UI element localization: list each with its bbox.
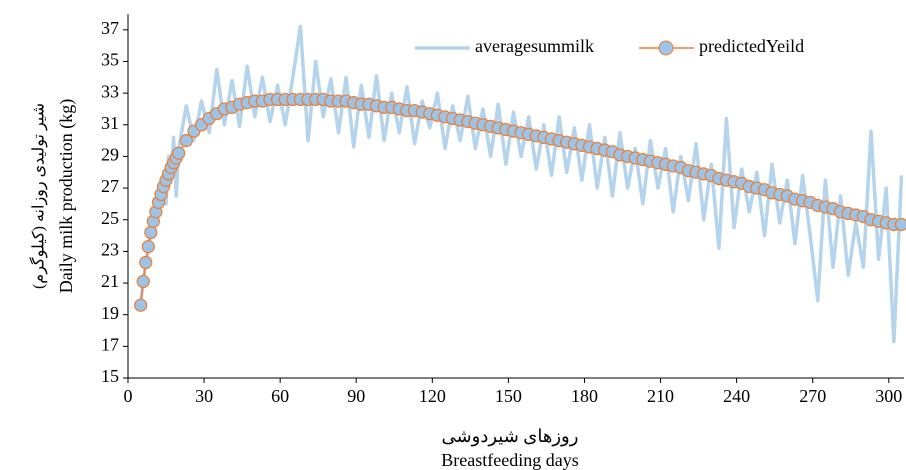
x-tick-label: 210	[647, 386, 674, 406]
data-point	[172, 146, 186, 160]
legend-label: predictedYeild	[699, 36, 804, 56]
legend-label: averagesummilk	[475, 36, 594, 56]
x-tick-label: 240	[723, 386, 750, 406]
data-point	[136, 274, 150, 289]
y-tick-label: 23	[101, 240, 119, 260]
x-tick-label: 180	[571, 386, 598, 406]
y-tick-label: 27	[101, 176, 119, 196]
data-point	[134, 298, 148, 312]
data-point	[139, 255, 153, 270]
x-tick-label: 0	[124, 386, 133, 406]
legend: averagesummilk predictedYeild	[415, 36, 804, 56]
y-tick-label: 15	[101, 366, 119, 386]
data-point	[894, 217, 906, 232]
y-tick-label: 29	[101, 145, 119, 165]
x-axis-title-fa: روزهای شیردوشی	[442, 426, 579, 447]
legend-marker	[658, 40, 674, 56]
x-tick-label: 120	[419, 386, 446, 406]
y-tick-label: 37	[101, 18, 119, 38]
x-tick-label: 90	[347, 386, 365, 406]
y-tick-label: 25	[101, 208, 119, 228]
x-tick-label: 300	[875, 386, 902, 406]
y-tick-label: 31	[101, 113, 119, 133]
x-tick-label: 150	[495, 386, 522, 406]
y-tick-label: 19	[101, 303, 119, 323]
y-tick-label: 35	[101, 50, 119, 70]
data-point	[144, 225, 158, 239]
x-tick-label: 270	[799, 386, 826, 406]
x-tick-label: 60	[271, 386, 289, 406]
data-point	[141, 240, 155, 254]
x-tick-label: 30	[195, 386, 213, 406]
y-tick-label: 17	[101, 334, 119, 354]
y-tick-label: 21	[101, 271, 119, 291]
y-tick-label: 33	[101, 81, 119, 101]
y-axis-title: Daily milk production (kg)	[56, 99, 77, 293]
series-line	[138, 24, 904, 344]
y-axis-title-fa: شیر تولیدی روزانه (کیلوگرم)	[29, 103, 48, 289]
data-point	[179, 134, 193, 148]
x-axis-title: Breastfeeding days	[441, 450, 578, 470]
